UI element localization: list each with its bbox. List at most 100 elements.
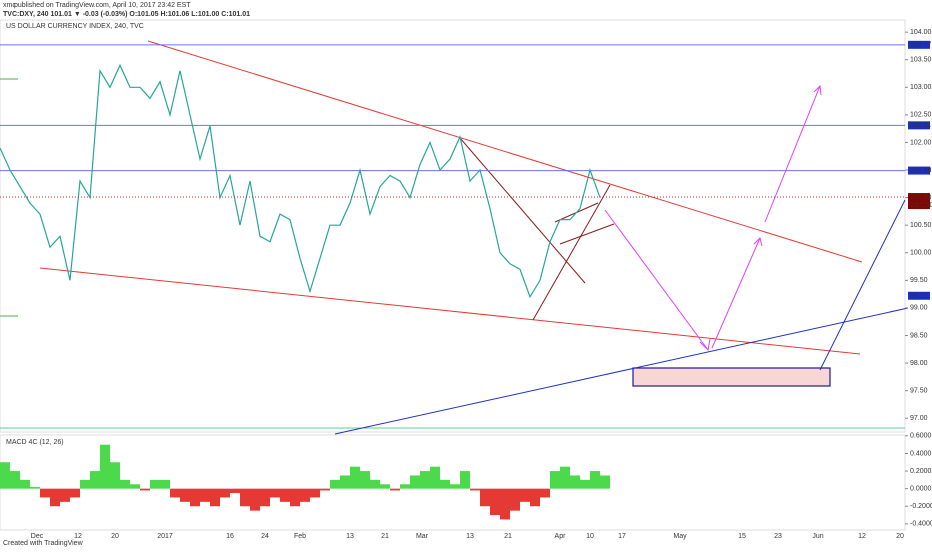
y-tick-label: 0.4000: [910, 450, 932, 457]
x-tick-label: 13: [346, 533, 354, 540]
projection-arrow: [711, 237, 761, 349]
macd-bar: [250, 488, 260, 511]
channel-line: [559, 223, 615, 245]
y-tick-label: 98.50: [910, 332, 928, 339]
macd-bar: [130, 484, 140, 489]
macd-bar: [30, 486, 40, 489]
macd-bar: [170, 488, 180, 498]
x-tick-label: Jun: [812, 533, 823, 540]
x-tick-label: 21: [381, 533, 389, 540]
macd-bar: [320, 488, 330, 491]
macd-bar: [550, 471, 560, 489]
macd-bar: [100, 444, 110, 489]
last-price-tag: [908, 193, 930, 210]
y-tick-label: 104.00: [910, 29, 932, 36]
y-tick-label: 97.00: [910, 415, 928, 422]
macd-bar: [280, 488, 290, 502]
x-tick-label: 13: [466, 533, 474, 540]
macd-bar: [420, 471, 430, 489]
macd-bar: [460, 471, 470, 489]
macd-bar: [0, 462, 10, 489]
x-tick-label: 17: [618, 533, 626, 540]
y-tick-label: 0.2000: [910, 468, 932, 475]
x-tick-label: Feb: [294, 533, 306, 540]
macd-bar: [310, 488, 320, 498]
y-tick-label: 102.50: [910, 112, 932, 119]
last-price-label: 101.01: [910, 194, 932, 201]
level-tag: [908, 121, 930, 130]
macd-bar: [490, 488, 500, 516]
macd-bar: [80, 479, 90, 489]
macd-bar: [520, 488, 530, 502]
macd-bar: [70, 488, 80, 498]
macd-bar: [120, 479, 130, 489]
x-tick-label: 10: [586, 533, 594, 540]
macd-bar: [590, 471, 600, 489]
marker-tag: [908, 291, 930, 300]
macd-bar: [390, 488, 400, 491]
macd-bar: [160, 479, 170, 489]
price-pane: [0, 19, 906, 433]
trend-line: [147, 40, 863, 263]
macd-bar: [40, 488, 50, 498]
macd-bar: [470, 488, 480, 491]
y-tick-label: 103.00: [910, 84, 932, 91]
macd-bar: [430, 466, 440, 489]
macd-bar: [60, 488, 70, 502]
macd-title: MACD 4C (12, 26): [6, 439, 64, 446]
price-title: US DOLLAR CURRENCY INDEX, 240, TVC: [6, 23, 144, 30]
macd-bar: [580, 479, 590, 489]
y-tick-label: 98.00: [910, 360, 928, 367]
y-tick-label: 0.6000: [910, 433, 932, 440]
x-tick-label: May: [673, 533, 687, 540]
macd-bar: [370, 479, 380, 489]
level-label: 101.49: [910, 167, 932, 174]
x-tick-label: Apr: [555, 533, 567, 540]
y-tick-label: 99.00: [910, 305, 928, 312]
macd-bar: [10, 471, 20, 489]
macd-bar: [260, 488, 270, 507]
y-tick-label: 102.00: [910, 139, 932, 146]
x-tick-label: 21: [504, 533, 512, 540]
trend-line: [819, 199, 906, 371]
macd-bar: [190, 488, 200, 507]
macd-bar: [340, 475, 350, 489]
trend-line: [334, 307, 909, 435]
symbol-line: TVC:DXY, 240 101.01 ▼ -0.03 (-0.03%) O:1…: [3, 11, 250, 18]
macd-bar: [380, 484, 390, 489]
projection-arrow: [604, 209, 709, 351]
macd-bar: [90, 471, 100, 489]
x-tick-label: 12: [858, 533, 866, 540]
macd-bar: [540, 488, 550, 498]
level-tag: [908, 166, 930, 175]
macd-bar: [570, 475, 580, 489]
level-label: 103.77: [910, 42, 932, 49]
macd-bar: [210, 488, 220, 507]
macd-bar: [140, 488, 150, 491]
footer: Created with TradingView: [3, 540, 84, 547]
trend-line: [39, 267, 861, 355]
x-tick-label: 2017: [157, 533, 173, 540]
macd-bar: [510, 488, 520, 511]
x-tick-label: 23: [774, 533, 782, 540]
y-tick-label: 100.00: [910, 250, 932, 257]
macd-bar: [220, 488, 230, 498]
macd-bar: [600, 475, 610, 489]
level-tag: [908, 40, 930, 49]
x-tick-label: 20: [111, 533, 119, 540]
target-zone: [632, 367, 831, 387]
x-tick-label: 12: [74, 533, 82, 540]
projection-arrow: [764, 85, 821, 223]
level-label: 102.31: [910, 122, 932, 129]
y-tick-label: 103.50: [910, 57, 932, 64]
x-tick-label: 20: [896, 533, 904, 540]
y-tick-label: -0.4000: [910, 521, 932, 528]
x-tick-label: Mar: [416, 533, 429, 540]
marker-label: 99.22: [910, 293, 928, 300]
macd-bar: [20, 479, 30, 489]
arrow-head: [813, 84, 822, 96]
y-tick-label: 0.0000: [910, 486, 932, 493]
drawings: [0, 40, 909, 435]
